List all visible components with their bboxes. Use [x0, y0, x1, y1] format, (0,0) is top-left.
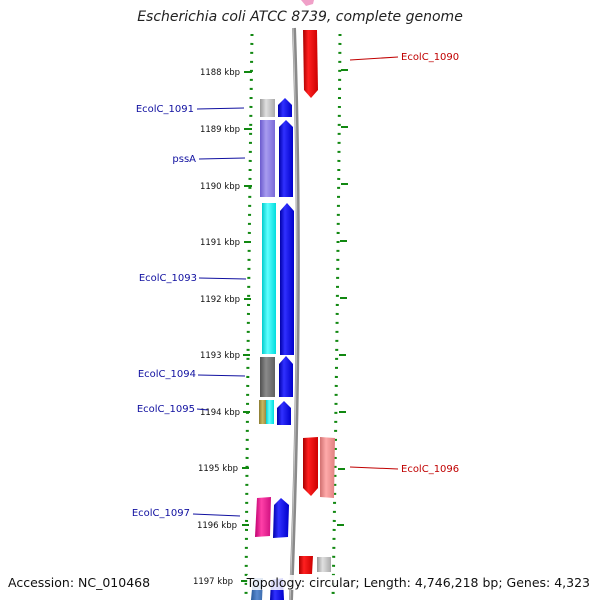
left-ring-ticks [241, 71, 252, 582]
tick-label: 1189 kbp [200, 125, 240, 135]
leader-line [196, 107, 245, 110]
leader-line [196, 408, 209, 411]
cds-block-bottom-gray [317, 557, 331, 572]
dotted-ring-left [244, 33, 254, 600]
left-gene-labels[interactable]: EcolC_1091 pssA EcolC_1093 EcolC_1094 Ec… [132, 104, 247, 519]
gene-block-pssa [260, 120, 275, 197]
leader-line [198, 277, 247, 280]
gene-label-ecolc-1097: EcolC_1097 [132, 508, 190, 519]
gene-block-ecolc-1095a [259, 400, 266, 424]
cds-arrow-ecolc-1097 [273, 498, 289, 538]
gene-block-ecolc-1094 [260, 357, 275, 397]
backbone-highlight [289, 27, 298, 600]
cds-arrow-bottom-red [299, 556, 313, 574]
reverse-cds-arrows[interactable] [299, 0, 335, 574]
cds-block-ecolc-1096b [320, 437, 335, 498]
right-gene-labels[interactable]: EcolC_1090 EcolC_1096 [349, 52, 459, 475]
left-track-genes[interactable] [251, 99, 276, 600]
gene-block-ecolc-1095b [266, 400, 274, 424]
leader-line [197, 374, 246, 377]
gene-label-ecolc-1090: EcolC_1090 [401, 52, 459, 63]
tick-label: 1192 kbp [200, 295, 240, 305]
gene-block-ecolc-1093 [262, 203, 276, 354]
tick-labels: 1188 kbp 1189 kbp 1190 kbp 1191 kbp 1192… [193, 68, 240, 587]
cds-arrow-ecolc-1093 [280, 203, 294, 355]
gene-label-ecolc-1093: EcolC_1093 [139, 273, 197, 284]
genome-title: Escherichia coli ATCC 8739, complete gen… [137, 9, 463, 25]
gene-block-ecolc-1091 [260, 99, 275, 117]
cds-arrow-ecolc-1095 [277, 401, 291, 425]
leader-line [349, 466, 399, 470]
tick-label: 1188 kbp [200, 68, 240, 78]
gene-label-ecolc-1091: EcolC_1091 [136, 104, 194, 115]
dotted-ring-right [331, 33, 342, 600]
genome-backbone [289, 27, 300, 600]
cds-arrow-ecolc-1091 [278, 98, 292, 117]
gene-label-ecolc-1094: EcolC_1094 [138, 369, 196, 380]
cds-arrow-ecolc-1096 [303, 437, 318, 496]
tick-label: 1191 kbp [200, 238, 240, 248]
gene-block-ecolc-1097 [255, 497, 271, 537]
accession-label: Accession: NC_010468 [8, 575, 151, 590]
cds-arrow-pssa [279, 120, 293, 197]
tick-label: 1196 kbp [197, 521, 237, 531]
leader-line [198, 157, 246, 160]
cds-arrow-ecolc-1094 [279, 356, 293, 397]
gene-label-pssa: pssA [172, 154, 196, 165]
tick-label: 1195 kbp [198, 464, 238, 474]
tick-label: 1190 kbp [200, 182, 240, 192]
cds-block-top-pink [301, 0, 314, 6]
leader-line [349, 56, 399, 61]
tick-label: 1194 kbp [200, 408, 240, 418]
right-ring-ticks [337, 69, 348, 526]
forward-cds-arrows[interactable] [270, 98, 294, 600]
tick-label: 1193 kbp [200, 351, 240, 361]
tick-label: 1197 kbp [193, 577, 233, 587]
cds-arrow-ecolc-1090 [303, 30, 318, 98]
gene-label-ecolc-1096: EcolC_1096 [401, 464, 459, 475]
gene-label-ecolc-1095: EcolC_1095 [137, 404, 195, 415]
leader-line [192, 513, 241, 517]
topology-label: Topology: circular; Length: 4,746,218 bp… [246, 575, 590, 590]
